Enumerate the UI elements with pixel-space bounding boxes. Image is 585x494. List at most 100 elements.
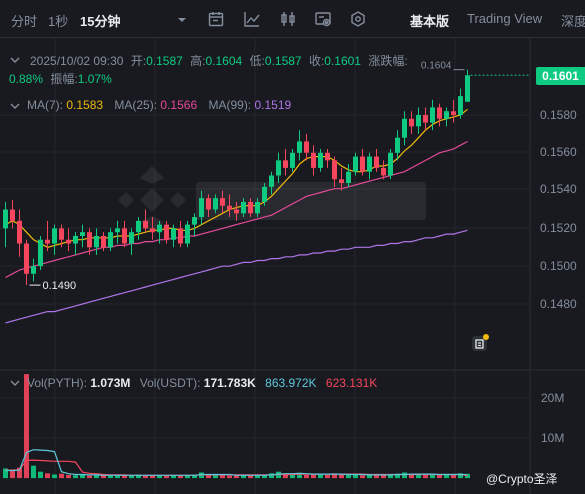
amplitude-value: 1.07% <box>77 72 112 86</box>
view-tradingview[interactable]: Trading View <box>467 11 543 26</box>
volume-bar <box>171 475 176 479</box>
volume-bar <box>185 474 190 479</box>
collapse-chevron-icon[interactable] <box>9 54 21 66</box>
candle-body <box>164 224 169 240</box>
candle-body <box>17 220 22 244</box>
candle-body <box>80 232 85 236</box>
candlestick-chart[interactable]: 0.1490 0.1604 <box>0 38 530 370</box>
volume-bar <box>332 473 337 479</box>
volume-bar <box>45 473 50 479</box>
candle-body <box>59 228 64 240</box>
volume-bar <box>150 475 155 479</box>
volume-ma10-line <box>5 459 468 477</box>
ma7-line <box>5 108 468 248</box>
volume-bar <box>94 474 99 479</box>
volume-bar <box>255 475 260 479</box>
volume-collapse-chevron-icon[interactable] <box>9 377 21 389</box>
candle-body <box>290 152 295 168</box>
vol-ma10-value: 623.131K <box>325 376 378 390</box>
high-value: 0.1604 <box>205 54 243 68</box>
volume-tick: 20M <box>541 391 565 405</box>
candle-body <box>136 220 141 233</box>
volume-bar <box>10 470 15 479</box>
hexagon-settings-icon[interactable] <box>349 10 367 28</box>
volume-bar <box>101 475 106 479</box>
candle-body <box>304 141 309 153</box>
candle-body <box>192 217 197 225</box>
candle-body <box>311 152 316 168</box>
candle-body <box>73 235 78 244</box>
draw-line-icon[interactable] <box>243 10 261 28</box>
volume-bar <box>430 474 435 479</box>
volume-bar <box>437 474 442 479</box>
volume-bar <box>241 474 246 479</box>
view-depth[interactable]: 深度 <box>561 14 585 29</box>
candle-body <box>10 209 15 221</box>
interval-15m[interactable]: 15分钟 <box>80 14 121 29</box>
volume-bar <box>178 475 183 479</box>
volume-bar <box>458 473 463 479</box>
candle-body <box>458 96 463 115</box>
volume-bar <box>339 474 344 479</box>
candle-body <box>297 141 302 153</box>
volume-bar <box>129 475 134 479</box>
open-label: 开: <box>130 54 147 68</box>
candle-body <box>143 220 148 229</box>
volume-bar <box>283 474 288 479</box>
volume-bar <box>108 475 113 479</box>
interval-1s[interactable]: 1秒 <box>48 14 69 29</box>
ohlc-info-line2: 0.88% 振幅:1.07% <box>9 70 112 87</box>
candlestick-icon[interactable] <box>279 10 297 28</box>
view-basic[interactable]: 基本版 <box>410 14 450 29</box>
volume-bar <box>353 474 358 479</box>
candle-body <box>45 239 50 244</box>
candle-body <box>465 75 470 102</box>
candle-body <box>122 228 127 244</box>
price-tick: 0.1540 <box>540 182 577 196</box>
high-marker-label: 0.1604 <box>421 61 452 72</box>
candle-body <box>129 232 134 244</box>
candle-body <box>388 152 393 176</box>
chart-toolbar: 分时 1秒 15分钟 基本版 Trading View 深度 <box>0 0 585 38</box>
volume-bar <box>73 475 78 479</box>
ma25-label: MA(25): <box>114 98 158 112</box>
candle-body <box>283 160 288 168</box>
volume-bar <box>87 475 92 479</box>
volume-bar <box>402 472 407 479</box>
ma-info: MA(7): 0.1583 MA(25): 0.1566 MA(99): 0.1… <box>27 98 291 112</box>
volume-bar <box>451 474 456 479</box>
volume-bar <box>297 472 302 479</box>
ohlc-datetime: 2025/10/02 09:30 <box>30 54 124 68</box>
volume-tick: 10M <box>541 431 565 445</box>
volume-bar <box>115 474 120 479</box>
volume-chart[interactable] <box>0 371 530 494</box>
volume-bar <box>444 474 449 479</box>
chevron-down-icon[interactable] <box>173 11 191 29</box>
volume-bar <box>66 474 71 479</box>
candle-body <box>185 224 190 244</box>
price-alert-icon[interactable] <box>471 334 489 352</box>
interval-timeline[interactable]: 分时 <box>11 14 38 29</box>
volume-bar <box>164 475 169 479</box>
vol-quote-value: 171.783K <box>203 376 256 390</box>
volume-bar <box>311 473 316 479</box>
candle-body <box>87 232 92 248</box>
candle-body <box>318 152 323 168</box>
candle-body <box>409 118 414 127</box>
volume-bar <box>465 473 470 479</box>
volume-bar <box>192 474 197 479</box>
price-tick: 0.1480 <box>540 297 577 311</box>
volume-bar <box>3 468 8 479</box>
candle-body <box>395 137 400 153</box>
volume-bar <box>360 475 365 479</box>
indicator-settings-icon[interactable] <box>314 10 332 28</box>
candle-body <box>171 228 176 240</box>
amplitude-label: 振幅: <box>50 72 78 86</box>
candle-body <box>31 266 36 274</box>
open-value: 0.1587 <box>146 54 183 68</box>
volume-bar <box>17 467 22 479</box>
calendar-icon[interactable] <box>207 10 225 28</box>
high-label: 高: <box>190 54 206 68</box>
ma-collapse-chevron-icon[interactable] <box>9 100 21 112</box>
